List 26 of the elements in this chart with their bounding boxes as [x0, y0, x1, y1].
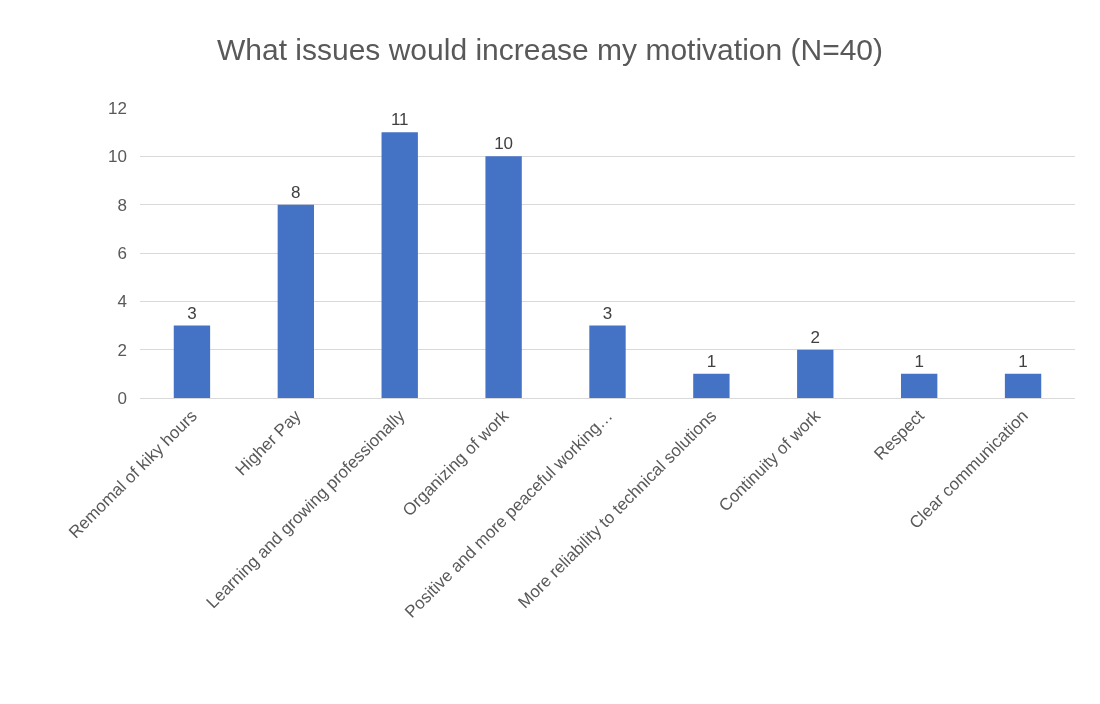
bar: [277, 204, 315, 398]
data-label: 1: [914, 351, 924, 371]
data-label: 3: [187, 303, 197, 323]
data-label: 11: [390, 110, 409, 130]
data-label: 2: [810, 327, 821, 347]
y-tick-label: 4: [117, 292, 127, 312]
data-label: 10: [494, 134, 514, 154]
data-label: 3: [602, 303, 613, 323]
y-tick-label: 12: [108, 98, 127, 118]
bar: [485, 156, 522, 398]
bar: [381, 132, 418, 398]
y-tick-label: 2: [117, 340, 127, 360]
data-label: 1: [1018, 351, 1028, 371]
y-tick-label: 6: [117, 243, 127, 263]
chart-title: What issues would increase my motivation (N=40): [216, 32, 884, 66]
bar: [173, 325, 211, 398]
y-tick-label: 8: [117, 195, 127, 215]
y-tick-label: 0: [117, 388, 127, 408]
bar: [693, 373, 730, 398]
y-tick-label: 10: [108, 147, 127, 167]
data-label: 8: [291, 182, 301, 202]
bar: [797, 349, 834, 398]
data-label: 1: [706, 351, 717, 371]
bar: [589, 325, 626, 398]
bar: [900, 373, 938, 398]
bar: [1004, 373, 1042, 398]
